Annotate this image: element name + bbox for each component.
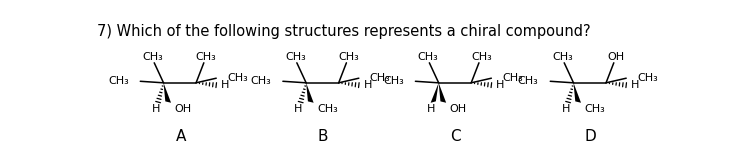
Text: D: D [585,129,597,144]
Polygon shape [431,83,439,103]
Text: CH₃: CH₃ [584,104,605,114]
Text: CH₃: CH₃ [471,52,492,62]
Polygon shape [574,83,581,103]
Text: OH: OH [449,104,466,114]
Text: CH₃: CH₃ [552,52,573,62]
Text: A: A [176,129,186,144]
Text: CH₃: CH₃ [108,76,129,86]
Text: H: H [427,104,435,114]
Text: 7) Which of the following structures represents a chiral compound?: 7) Which of the following structures rep… [97,23,591,39]
Text: OH: OH [608,52,625,62]
Text: CH₃: CH₃ [251,76,272,86]
Text: CH₃: CH₃ [285,52,306,62]
Text: H: H [294,104,303,114]
Text: OH: OH [174,104,191,114]
Text: CH₃: CH₃ [142,52,163,62]
Text: H: H [221,80,229,90]
Text: H: H [152,104,160,114]
Text: CH₃: CH₃ [502,73,523,83]
Text: C: C [450,129,461,144]
Text: H: H [364,80,372,90]
Polygon shape [306,83,314,103]
Text: CH₃: CH₃ [417,52,438,62]
Polygon shape [164,83,171,103]
Text: B: B [318,129,328,144]
Text: CH₃: CH₃ [383,76,404,86]
Text: CH₃: CH₃ [339,52,359,62]
Text: CH₃: CH₃ [637,73,658,83]
Text: H: H [631,80,639,90]
Text: CH₃: CH₃ [317,104,338,114]
Text: H: H [496,80,504,90]
Text: H: H [562,104,570,114]
Polygon shape [439,83,446,103]
Text: CH₃: CH₃ [518,76,539,86]
Text: CH₃: CH₃ [196,52,217,62]
Text: CH₃: CH₃ [227,73,248,83]
Text: CH₃: CH₃ [370,73,391,83]
